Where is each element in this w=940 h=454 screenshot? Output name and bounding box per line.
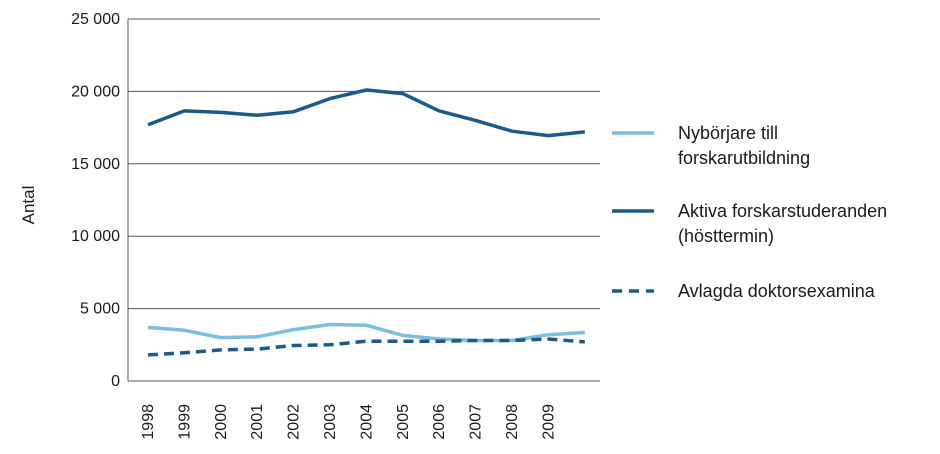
x-tick-label: 2004 [358, 404, 375, 440]
legend-label: Avlagda doktorsexamina [678, 281, 876, 301]
legend-label: Nybörjare till [678, 123, 778, 143]
series-lines [147, 88, 585, 357]
x-tick-label: 1998 [140, 404, 157, 440]
x-tick-label: 2000 [213, 404, 230, 440]
y-tick-label: 0 [111, 373, 120, 390]
legend: Nybörjare till forskarutbildning Aktiva fo… [612, 123, 887, 301]
series-line-2 [147, 88, 585, 138]
x-tick-label: 2008 [504, 404, 521, 440]
series-line-3 [147, 337, 585, 357]
x-tick-label: 2005 [395, 404, 412, 440]
y-axis-title: Antal [19, 186, 38, 225]
y-tick-label: 10 000 [71, 228, 120, 245]
legend-label: Aktiva forskarstuderanden [678, 201, 887, 221]
legend-label: (hösttermin) [678, 226, 774, 246]
series-line-1 [147, 322, 585, 343]
x-axis-ticks: 1998 1999 2000 2001 2002 2003 2004 2005 2006 2007… [140, 404, 557, 440]
y-tick-label: 20 000 [71, 83, 120, 100]
x-tick-label: 2006 [431, 404, 448, 440]
x-tick-label: 1999 [176, 404, 193, 440]
x-tick-label: 2009 [540, 404, 557, 440]
x-tick-label: 2001 [249, 404, 266, 440]
x-tick-label: 2002 [286, 404, 303, 440]
x-tick-label: 2003 [322, 404, 339, 440]
y-tick-label: 5 000 [80, 301, 120, 318]
x-tick-label: 2007 [468, 404, 485, 440]
y-tick-label: 25 000 [71, 11, 120, 28]
y-axis-ticks: 0 5 000 10 000 15 000 20 000 25 000 [71, 11, 120, 390]
legend-label: forskarutbildning [678, 148, 810, 168]
y-tick-label: 15 000 [71, 156, 120, 173]
